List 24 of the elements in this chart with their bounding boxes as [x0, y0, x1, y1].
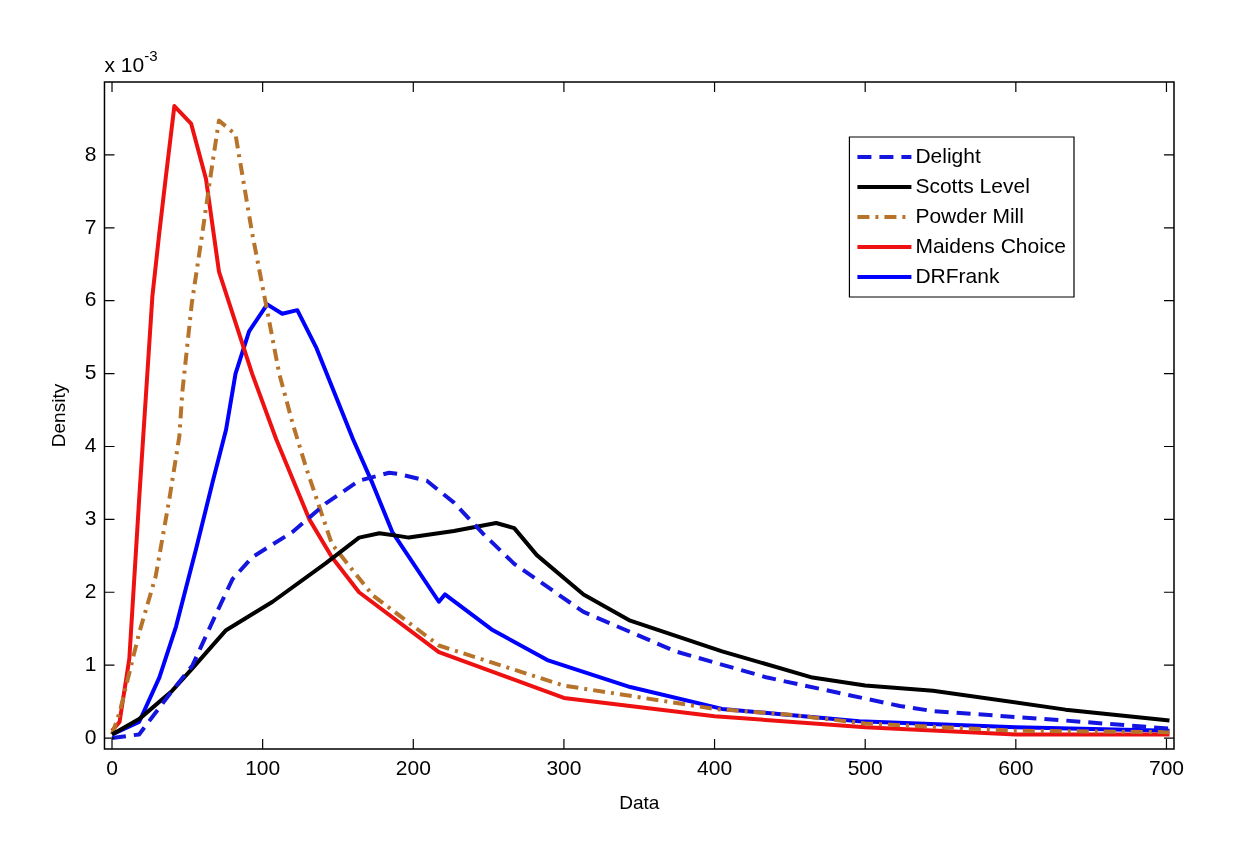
- x-tick-label: 300: [546, 756, 582, 780]
- legend-label: Scotts Level: [915, 173, 1030, 197]
- y-tick-label: 6: [84, 287, 97, 311]
- y-tick-label: 4: [84, 433, 97, 457]
- x-tick-label: 500: [847, 756, 883, 780]
- x-tick-label: 200: [395, 756, 431, 780]
- y-tick-label: 5: [84, 360, 97, 384]
- x-tick-label: 400: [697, 756, 733, 780]
- x-tick-label: 0: [106, 756, 118, 780]
- y-tick-label: 2: [84, 579, 97, 603]
- x-axis-title: Data: [619, 791, 660, 813]
- legend-label: DRFrank: [915, 263, 1000, 287]
- y-tick-label: 8: [84, 141, 97, 165]
- legend-label: Maidens Choice: [915, 233, 1067, 257]
- x-tick-label: 600: [998, 756, 1034, 780]
- x-tick-label: 100: [245, 756, 281, 780]
- y-tick-label: 7: [84, 214, 97, 238]
- y-tick-label: 3: [84, 506, 97, 530]
- y-tick-label: 0: [84, 724, 97, 748]
- x-tick-label: 700: [1148, 756, 1184, 780]
- y-axis-title: Density: [47, 383, 69, 448]
- legend-label: Powder Mill: [915, 203, 1024, 227]
- legend-label: Delight: [915, 143, 981, 167]
- y-tick-label: 1: [84, 651, 97, 675]
